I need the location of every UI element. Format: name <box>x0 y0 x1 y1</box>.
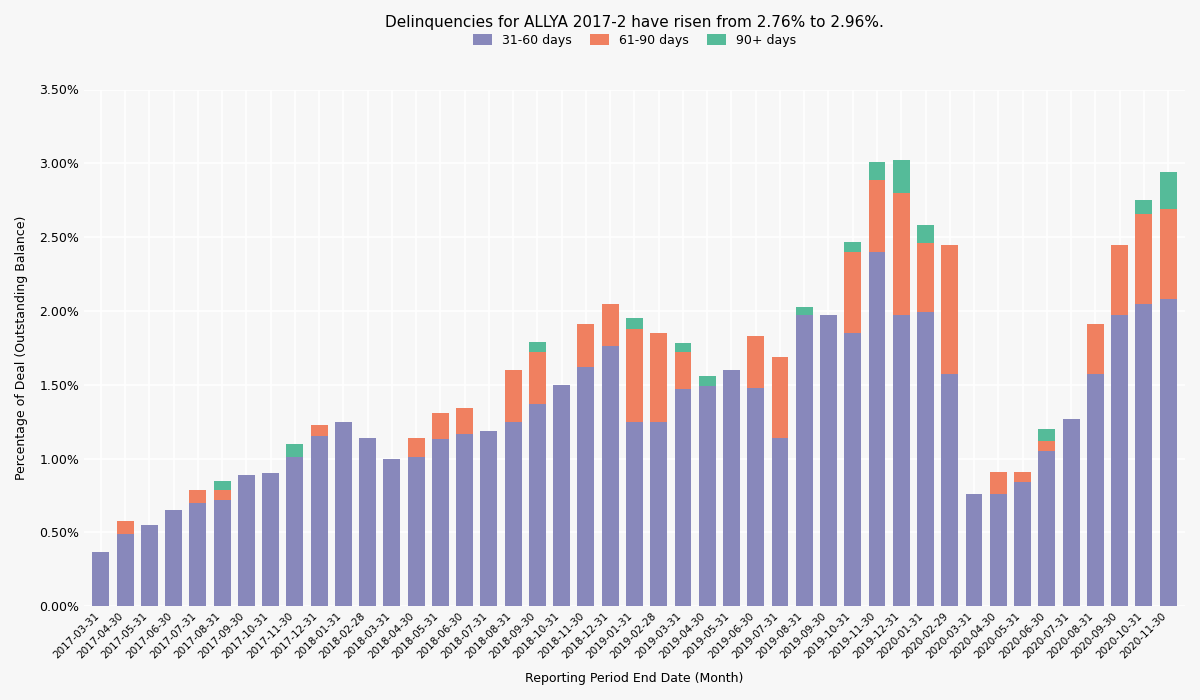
Bar <box>674 344 691 352</box>
Bar <box>190 489 206 503</box>
Bar <box>1014 472 1031 482</box>
Bar <box>311 437 328 606</box>
Bar <box>432 413 449 440</box>
Bar <box>674 352 691 389</box>
Bar <box>796 307 812 316</box>
Bar <box>214 500 230 606</box>
Bar <box>263 473 280 606</box>
Legend: 31-60 days, 61-90 days, 90+ days: 31-60 days, 61-90 days, 90+ days <box>468 29 802 52</box>
Bar <box>287 444 304 457</box>
Bar <box>190 503 206 606</box>
Bar <box>748 388 764 606</box>
Bar <box>796 316 812 606</box>
Bar <box>917 312 934 606</box>
Bar <box>505 421 522 606</box>
Bar <box>650 333 667 421</box>
Bar <box>845 252 862 333</box>
Bar <box>287 457 304 606</box>
Bar <box>432 440 449 606</box>
Bar <box>505 370 522 421</box>
Bar <box>384 458 401 606</box>
Bar <box>941 374 959 606</box>
Bar <box>1111 316 1128 606</box>
Bar <box>772 357 788 438</box>
Bar <box>772 438 788 606</box>
Bar <box>1014 482 1031 606</box>
Bar <box>893 193 910 316</box>
Bar <box>408 457 425 606</box>
Bar <box>1135 304 1152 606</box>
Bar <box>990 472 1007 494</box>
Bar <box>748 336 764 388</box>
Bar <box>1159 172 1176 209</box>
Bar <box>214 481 230 489</box>
Bar <box>1087 374 1104 606</box>
Bar <box>92 552 109 606</box>
Bar <box>650 421 667 606</box>
Bar <box>1038 429 1055 441</box>
Bar <box>601 346 619 606</box>
Bar <box>917 225 934 243</box>
Bar <box>214 489 230 500</box>
Bar <box>1038 452 1055 606</box>
Bar <box>1159 299 1176 606</box>
Bar <box>116 534 133 606</box>
Y-axis label: Percentage of Deal (Outstanding Balance): Percentage of Deal (Outstanding Balance) <box>14 216 28 480</box>
Bar <box>529 352 546 404</box>
Bar <box>1159 209 1176 299</box>
Bar <box>1087 324 1104 374</box>
Bar <box>166 510 182 606</box>
Bar <box>1062 419 1080 606</box>
Bar <box>626 421 643 606</box>
Bar <box>626 329 643 421</box>
Bar <box>553 385 570 606</box>
Bar <box>869 162 886 180</box>
Bar <box>698 386 715 606</box>
Bar <box>529 342 546 352</box>
Bar <box>359 438 377 606</box>
X-axis label: Reporting Period End Date (Month): Reporting Period End Date (Month) <box>526 672 744 685</box>
Bar <box>577 324 594 367</box>
Bar <box>674 389 691 606</box>
Bar <box>966 494 983 606</box>
Bar <box>626 318 643 329</box>
Bar <box>820 316 836 606</box>
Bar <box>1111 244 1128 316</box>
Bar <box>893 316 910 606</box>
Title: Delinquencies for ALLYA 2017-2 have risen from 2.76% to 2.96%.: Delinquencies for ALLYA 2017-2 have rise… <box>385 15 884 30</box>
Bar <box>577 367 594 606</box>
Bar <box>238 475 254 606</box>
Bar <box>529 404 546 606</box>
Bar <box>1038 441 1055 452</box>
Bar <box>1135 200 1152 214</box>
Bar <box>456 408 473 433</box>
Bar <box>408 438 425 457</box>
Bar <box>724 370 740 606</box>
Bar <box>893 160 910 193</box>
Bar <box>869 252 886 606</box>
Bar <box>116 521 133 534</box>
Bar <box>335 421 352 606</box>
Bar <box>140 525 158 606</box>
Bar <box>311 425 328 437</box>
Bar <box>1135 214 1152 304</box>
Bar <box>845 333 862 606</box>
Bar <box>990 494 1007 606</box>
Bar <box>917 243 934 312</box>
Bar <box>480 430 498 606</box>
Bar <box>698 376 715 386</box>
Bar <box>601 304 619 346</box>
Bar <box>456 433 473 606</box>
Bar <box>941 244 959 374</box>
Bar <box>869 180 886 252</box>
Bar <box>845 241 862 252</box>
